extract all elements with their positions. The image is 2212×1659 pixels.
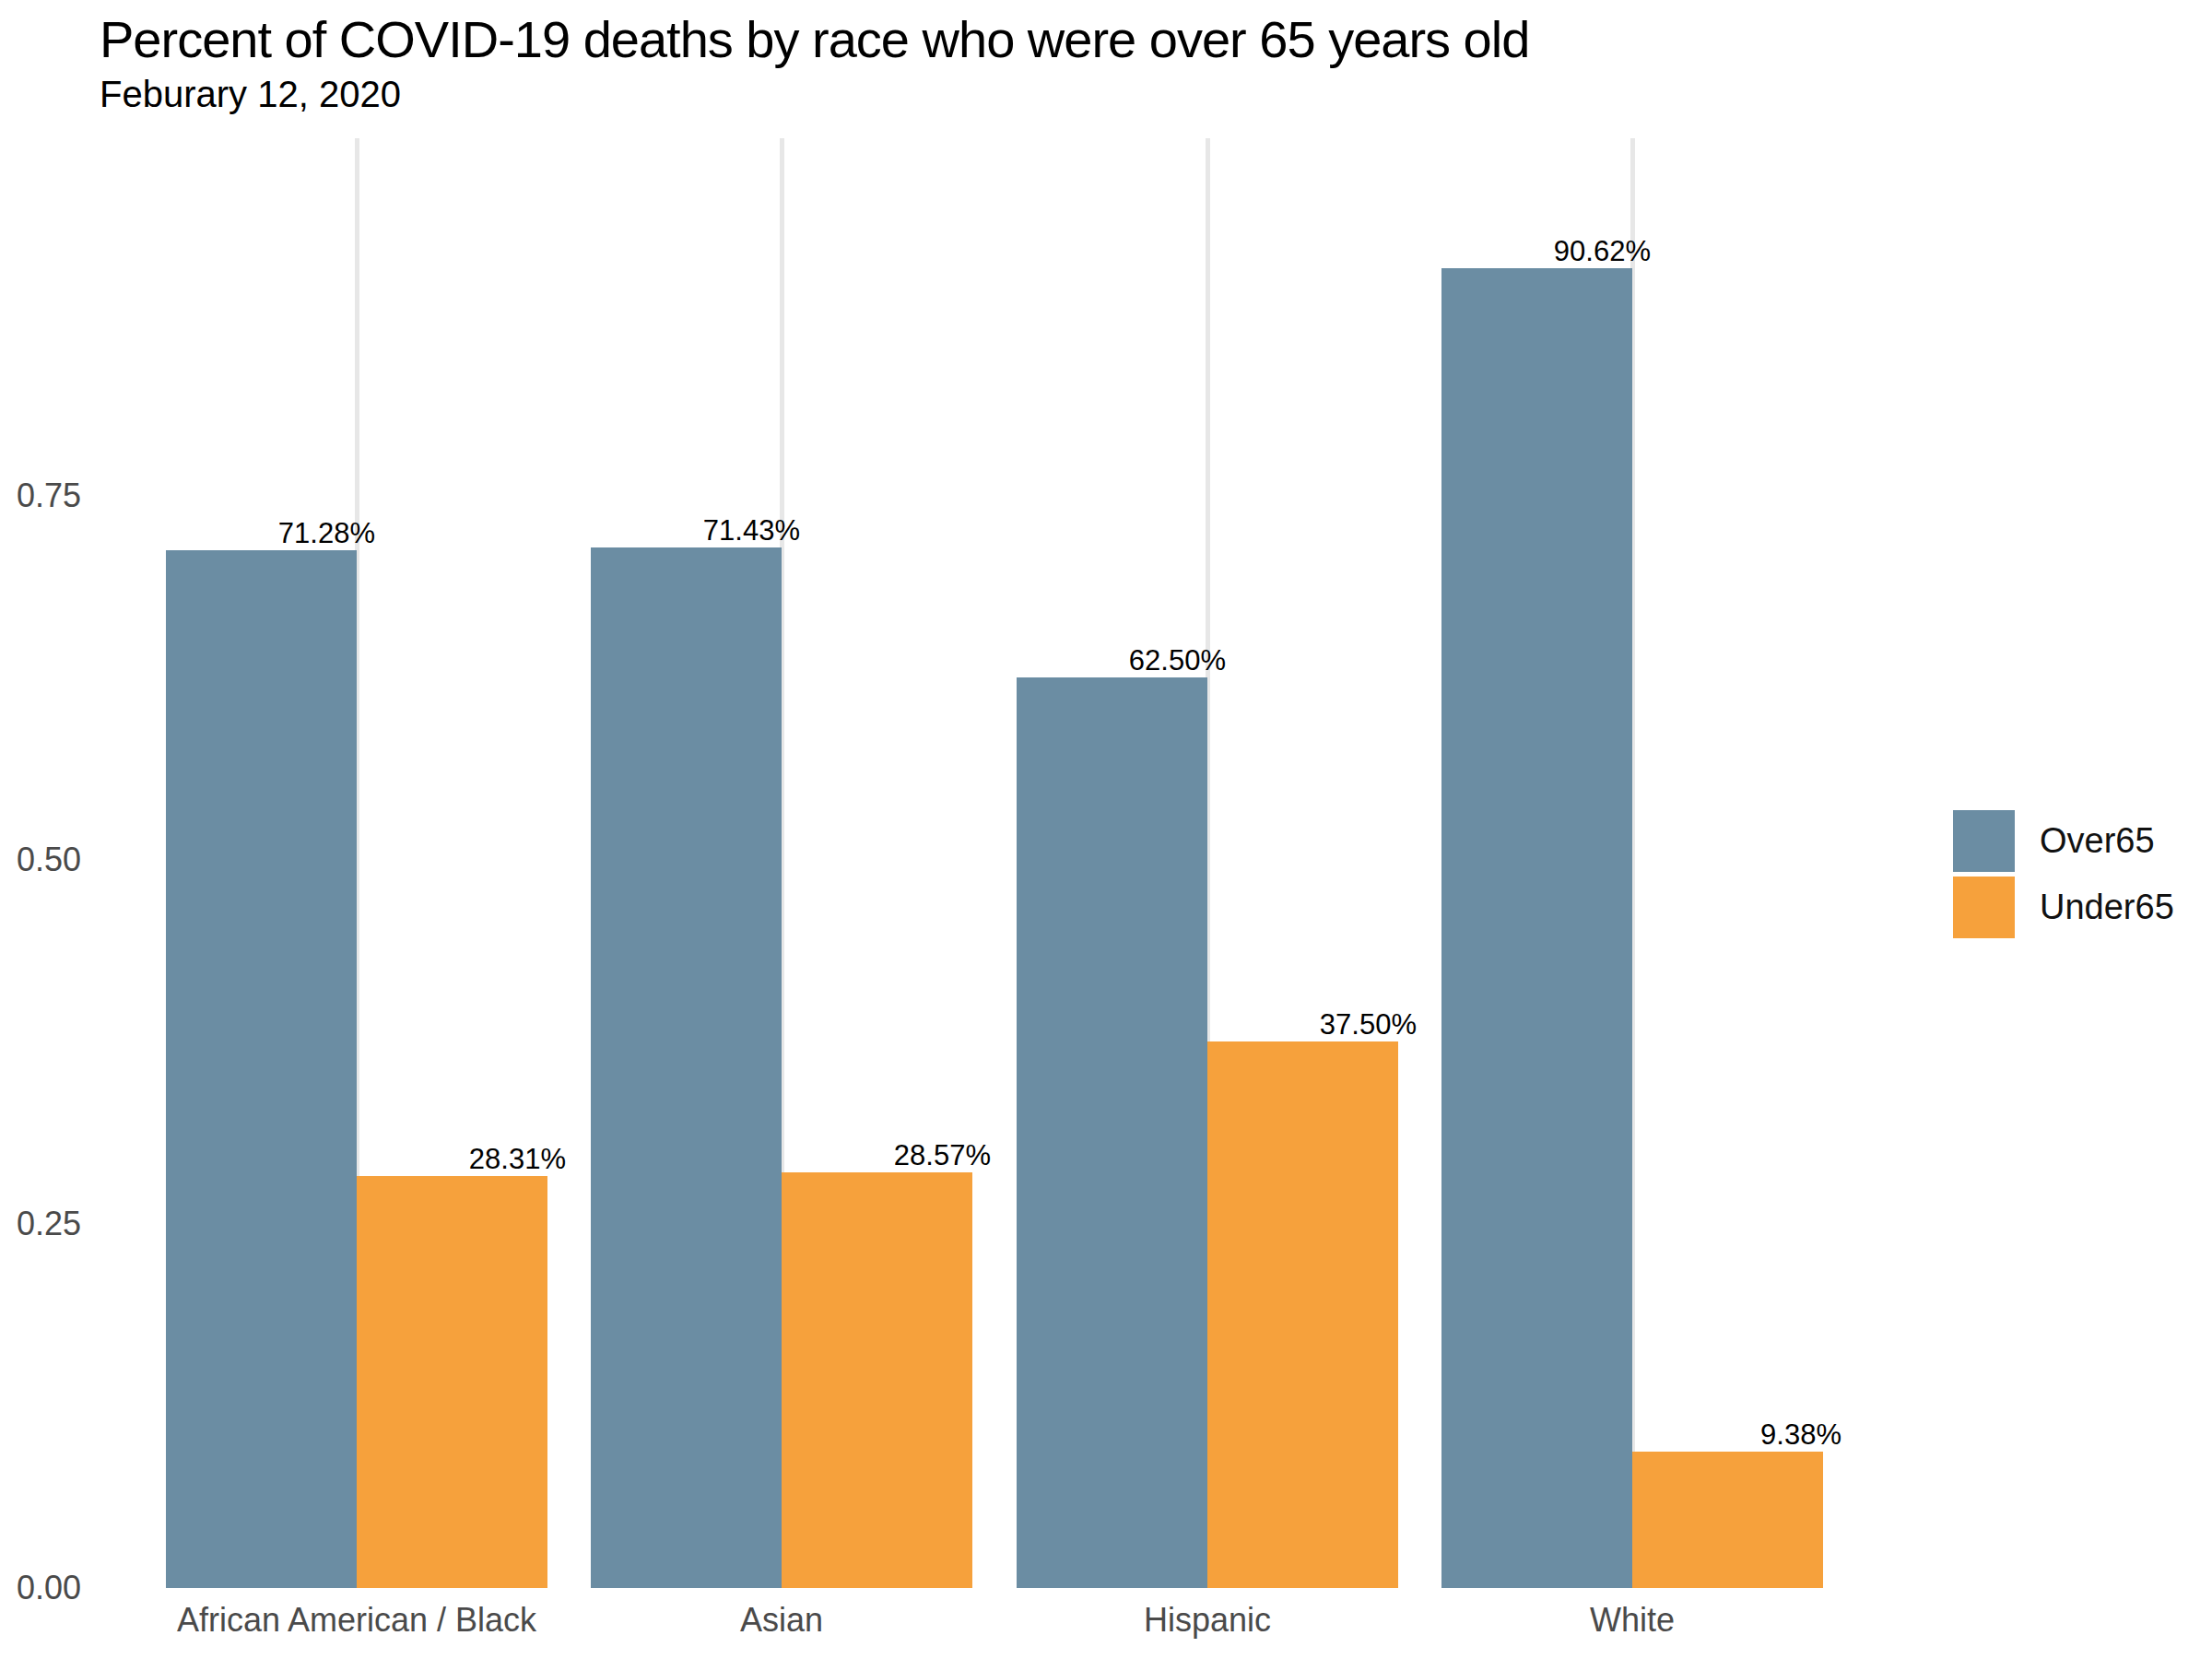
bar-under65-white bbox=[1632, 1452, 1823, 1588]
legend-label-under65: Under65 bbox=[2040, 888, 2174, 927]
bar-under65-african-american-black bbox=[357, 1176, 547, 1588]
bar-value-label-under65-african-american-black: 28.31% bbox=[357, 1144, 566, 1175]
legend-swatch-under65 bbox=[1953, 877, 2015, 938]
bar-value-label-under65-asian: 28.57% bbox=[782, 1140, 991, 1171]
x-category-label-white: White bbox=[1356, 1600, 1909, 1641]
bar-value-label-over65-asian: 71.43% bbox=[591, 515, 800, 547]
bar-under65-asian bbox=[782, 1172, 972, 1588]
legend: Over65 Under65 bbox=[1953, 810, 2174, 938]
bar-over65-asian bbox=[591, 547, 782, 1588]
bar-value-label-under65-hispanic: 37.50% bbox=[1207, 1009, 1417, 1041]
bar-over65-white bbox=[1441, 268, 1632, 1588]
legend-swatch-over65 bbox=[1953, 810, 2015, 872]
bar-over65-hispanic bbox=[1017, 677, 1207, 1588]
legend-label-over65: Over65 bbox=[2040, 821, 2155, 861]
bar-value-label-over65-white: 90.62% bbox=[1441, 236, 1651, 267]
bar-under65-hispanic bbox=[1207, 1041, 1398, 1588]
legend-item-under65: Under65 bbox=[1953, 877, 2174, 938]
bar-value-label-over65-hispanic: 62.50% bbox=[1017, 645, 1226, 677]
bar-over65-african-american-black bbox=[166, 550, 357, 1588]
legend-item-over65: Over65 bbox=[1953, 810, 2174, 872]
bar-value-label-under65-white: 9.38% bbox=[1632, 1419, 1841, 1451]
bar-value-label-over65-african-american-black: 71.28% bbox=[166, 518, 375, 549]
grouped-bar-chart: Percent of COVID-19 deaths by race who w… bbox=[0, 0, 2212, 1659]
